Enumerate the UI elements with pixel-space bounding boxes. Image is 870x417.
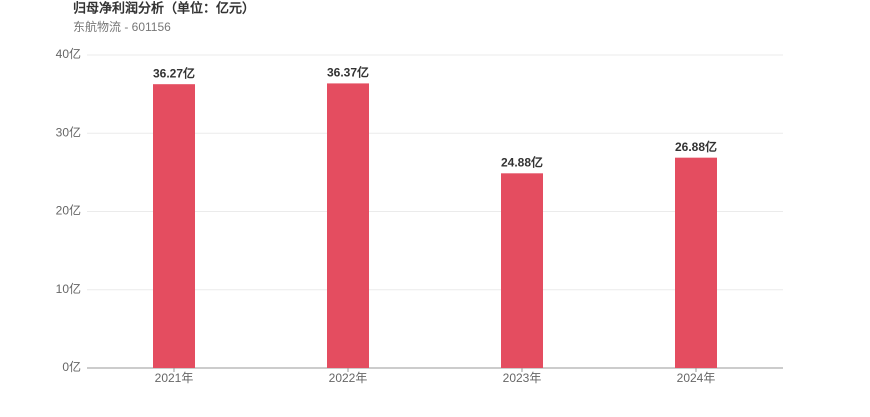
bar bbox=[675, 157, 717, 368]
y-tick-label: 40亿 bbox=[56, 46, 81, 61]
x-tick-label: 2021年 bbox=[155, 371, 194, 385]
data-label: 36.27亿 bbox=[153, 65, 195, 80]
data-label: 26.88亿 bbox=[675, 139, 717, 154]
bar bbox=[153, 84, 195, 368]
x-tick-label: 2023年 bbox=[503, 371, 542, 385]
bar bbox=[327, 83, 369, 368]
y-tick-label: 10亿 bbox=[56, 281, 81, 296]
x-tick-label: 2024年 bbox=[677, 371, 716, 385]
chart-title: 归母净利润分析（单位：亿元） bbox=[73, 0, 255, 15]
y-tick-label: 0亿 bbox=[62, 359, 81, 374]
x-tick-label: 2022年 bbox=[329, 371, 368, 385]
y-tick-label: 30亿 bbox=[56, 124, 81, 139]
chart-subtitle: 东航物流 - 601156 bbox=[73, 19, 171, 34]
data-label: 24.88亿 bbox=[501, 154, 543, 169]
data-label: 36.37亿 bbox=[327, 65, 369, 80]
y-tick-label: 20亿 bbox=[56, 203, 81, 218]
bar bbox=[501, 173, 543, 368]
